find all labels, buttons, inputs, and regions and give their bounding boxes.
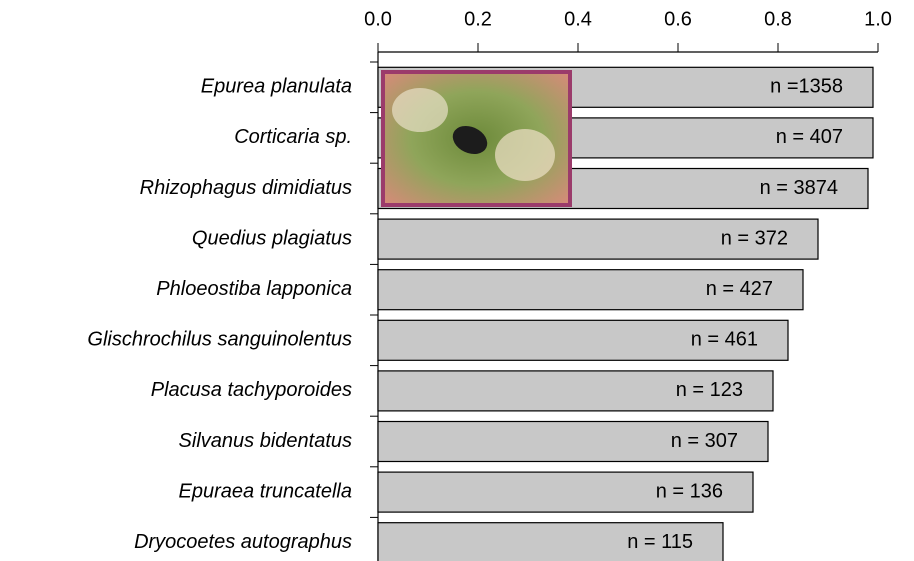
bar (377, 319, 789, 361)
sample-size-label: n =1358 (770, 76, 843, 98)
category-label: Epuraea truncatella (179, 480, 352, 502)
sample-size-label: n = 461 (691, 329, 758, 351)
bar (377, 370, 774, 412)
category-label: Quedius plagiatus (192, 227, 352, 249)
beetle (452, 125, 488, 155)
category-label: Silvanus bidentatus (179, 430, 352, 452)
bar (377, 471, 754, 513)
category-label: Corticaria sp. (234, 126, 352, 148)
sample-size-label: n = 407 (776, 126, 843, 148)
sample-size-label: n = 307 (671, 430, 738, 452)
bar (377, 269, 804, 311)
sample-size-label: n = 3874 (760, 177, 838, 199)
bar (377, 522, 724, 561)
x-tick-label: 0.2 (464, 8, 492, 30)
sample-size-label: n = 115 (627, 531, 693, 553)
x-tick-label: 0.6 (664, 8, 692, 30)
category-label: Rhizophagus dimidiatus (140, 177, 352, 199)
sample-size-label: n = 123 (676, 379, 743, 401)
x-tick-label: 1.0 (864, 8, 892, 30)
category-label: Dryocoetes autographus (134, 531, 352, 553)
beetle-photo (381, 70, 572, 207)
photo-blur (495, 129, 555, 181)
x-tick-label: 0.0 (364, 8, 392, 30)
category-label: Placusa tachyporoides (151, 379, 352, 401)
bar (377, 218, 819, 260)
x-tick-label: 0.8 (764, 8, 792, 30)
sample-size-label: n = 372 (721, 227, 788, 249)
category-label: Glischrochilus sanguinolentus (87, 329, 352, 351)
photo-blur (392, 88, 448, 132)
sample-size-label: n = 427 (706, 278, 773, 300)
category-label: Phloeostiba lapponica (156, 278, 352, 300)
bar (377, 420, 769, 463)
category-label: Epurea planulata (201, 76, 352, 98)
sample-size-label: n = 136 (656, 480, 723, 502)
x-tick-label: 0.4 (564, 8, 592, 30)
